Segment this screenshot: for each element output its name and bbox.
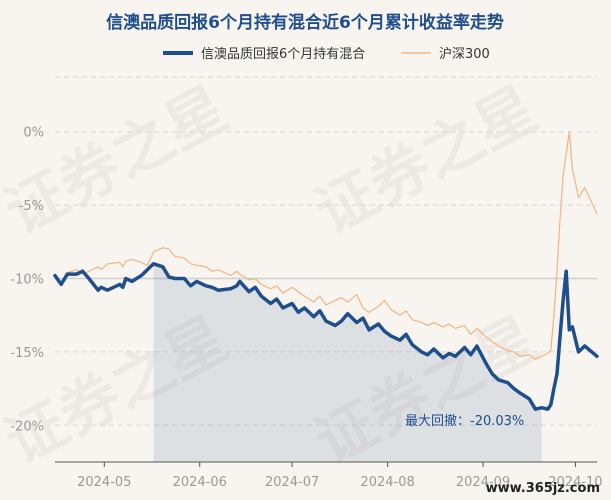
x-axis: 2024-05 2024-06 2024-07 2024-08 2024-09 2024-… — [55, 461, 603, 490]
series-line-fund — [53, 262, 599, 411]
x-tick-label: 2024-07 — [265, 475, 319, 490]
series-line-index — [54, 131, 598, 360]
drawdown-area — [153, 263, 542, 462]
legend-label-fund: 信澳品质回报6个月持有混合 — [201, 46, 365, 62]
y-axis: 0% -5% -10% -15% -20% — [10, 126, 44, 435]
y-tick-label: -15% — [10, 346, 44, 361]
legend: 信澳品质回报6个月持有混合 沪深300 — [163, 46, 490, 62]
x-tick-label: 2024-09 — [456, 475, 510, 490]
x-tick-label: 2024-06 — [173, 475, 227, 490]
site-label: www.365jz.com — [486, 481, 600, 496]
x-tick-label: 2024-10 — [548, 475, 602, 490]
watermark-text: 证券之星 — [0, 74, 239, 248]
y-tick-label: -20% — [10, 419, 44, 434]
chart-title: 信澳品质回报6个月持有混合近6个月累计收益率走势 — [106, 12, 504, 33]
series — [53, 131, 599, 411]
drawdown-label: 最大回撤：-20.03% — [405, 413, 524, 429]
x-tick-label: 2024-08 — [360, 475, 414, 490]
legend-label-index: 沪深300 — [439, 46, 490, 62]
watermark-text: 证券之星 — [304, 74, 549, 248]
drawdown-fill — [153, 263, 542, 462]
y-tick-label: 0% — [23, 126, 44, 141]
y-tick-label: -10% — [10, 273, 44, 288]
y-tick-label: -5% — [19, 199, 44, 214]
grid — [55, 76, 597, 426]
x-tick-label: 2024-05 — [77, 475, 131, 490]
